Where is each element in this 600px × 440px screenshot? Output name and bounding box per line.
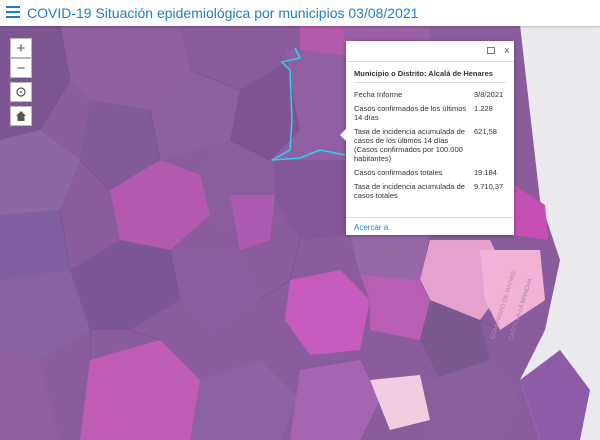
popup-row: Casos confirmados totales 19.184 [354, 166, 508, 180]
field-label: Fecha Informe [354, 90, 403, 99]
field-label: Tasa de incidencia acumulada de casos to… [354, 182, 465, 200]
popup-table: Fecha Informe 3/8/2021 Casos confirmados d… [354, 88, 508, 203]
field-value: 3/8/2021 [474, 90, 504, 99]
field-label: Casos confirmados de los últimos 14 días [354, 104, 467, 122]
field-value: 621,58 [474, 127, 497, 136]
popup-row: Tasa de incidencia acumulada de casos to… [354, 180, 508, 203]
header: COVID-19 Situación epidemiológica por mu… [0, 0, 600, 26]
popup-row: Fecha Informe 3/8/2021 [354, 88, 508, 102]
popup-title: Municipio o Distrito: Alcalá de Henares [354, 69, 493, 78]
home-icon [16, 111, 26, 121]
field-value: 9.710,37 [474, 182, 504, 191]
field-value: 1.228 [474, 104, 493, 113]
locate-button[interactable] [10, 82, 32, 102]
close-button[interactable]: x [504, 45, 510, 55]
field-label: Tasa de incidencia acumulada de casos de… [354, 127, 465, 163]
menu-button[interactable] [6, 6, 20, 18]
zoom-out-button[interactable]: − [10, 58, 32, 78]
zoom-to-link[interactable]: Acercar a [354, 223, 389, 232]
popup-row: Casos confirmados de los últimos 14 días… [354, 102, 508, 125]
home-button[interactable] [10, 106, 32, 126]
popup-row: Tasa de incidencia acumulada de casos de… [354, 125, 508, 166]
field-label: Casos confirmados totales [354, 168, 443, 177]
app-title: COVID-19 Situación epidemiológica por mu… [27, 5, 419, 21]
zoom-in-button[interactable]: + [10, 38, 32, 58]
locate-icon [16, 87, 26, 97]
dock-button[interactable] [487, 47, 495, 54]
field-value: 19.184 [474, 168, 497, 177]
popup: x Municipio o Distrito: Alcalá de Henare… [340, 41, 514, 235]
